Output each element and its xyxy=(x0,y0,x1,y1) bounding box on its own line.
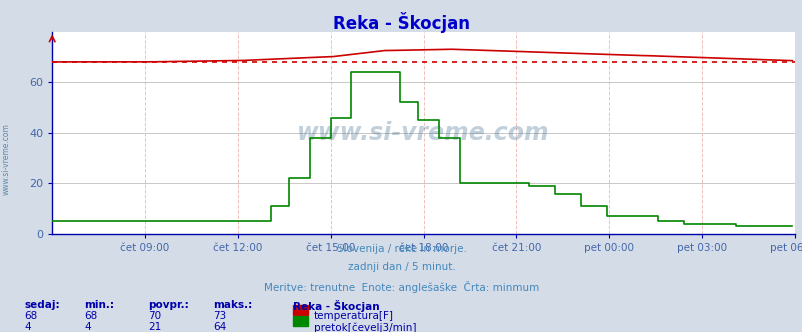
Text: Reka - Škocjan: Reka - Škocjan xyxy=(333,12,469,33)
Text: 68: 68 xyxy=(24,311,38,321)
Text: 4: 4 xyxy=(24,322,30,332)
Text: pretok[čevelj3/min]: pretok[čevelj3/min] xyxy=(314,322,416,332)
Text: zadnji dan / 5 minut.: zadnji dan / 5 minut. xyxy=(347,262,455,272)
Text: 4: 4 xyxy=(84,322,91,332)
Text: 73: 73 xyxy=(213,311,226,321)
Text: maks.:: maks.: xyxy=(213,300,252,310)
Text: www.si-vreme.com: www.si-vreme.com xyxy=(2,124,11,195)
Text: Meritve: trenutne  Enote: anglešaške  Črta: minmum: Meritve: trenutne Enote: anglešaške Črta… xyxy=(264,281,538,292)
Text: 70: 70 xyxy=(148,311,161,321)
Text: temperatura[F]: temperatura[F] xyxy=(314,311,394,321)
Text: www.si-vreme.com: www.si-vreme.com xyxy=(297,121,549,145)
Text: Slovenija / reke in morje.: Slovenija / reke in morje. xyxy=(336,244,466,254)
Text: povpr.:: povpr.: xyxy=(148,300,189,310)
Text: sedaj:: sedaj: xyxy=(24,300,59,310)
Text: 21: 21 xyxy=(148,322,162,332)
Text: 68: 68 xyxy=(84,311,98,321)
Text: min.:: min.: xyxy=(84,300,114,310)
Text: Reka - Škocjan: Reka - Škocjan xyxy=(293,300,379,312)
Text: 64: 64 xyxy=(213,322,226,332)
